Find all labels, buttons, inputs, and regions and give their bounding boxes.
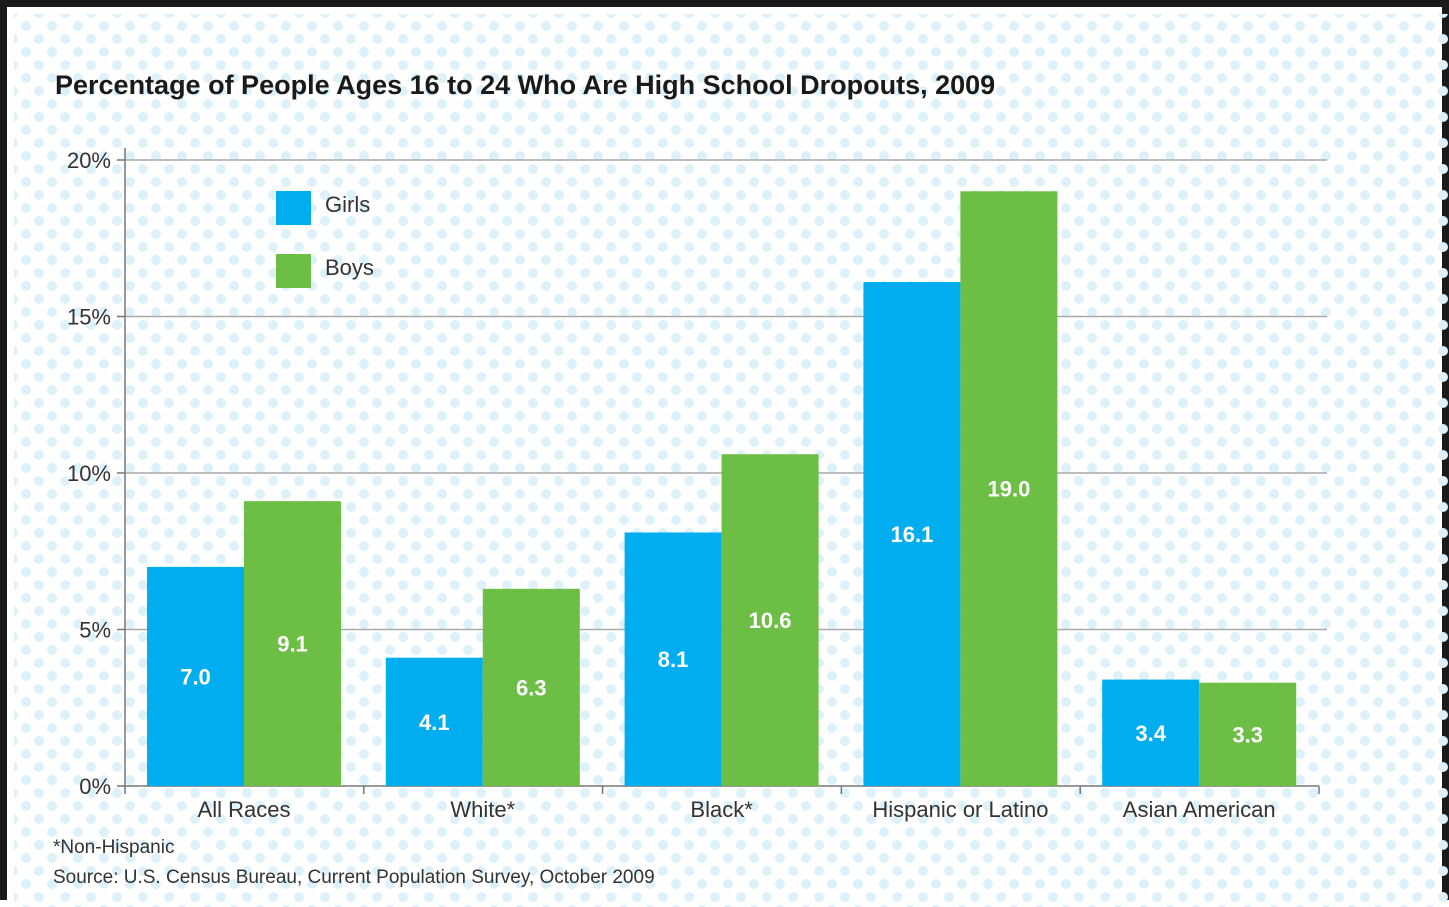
y-tick-label: 10% xyxy=(67,461,111,486)
x-tick-label: Asian American xyxy=(1123,797,1276,822)
data-label: 9.1 xyxy=(277,632,308,657)
bar-boys xyxy=(244,501,341,786)
y-tick-label: 20% xyxy=(67,148,111,173)
x-tick-label: White* xyxy=(450,797,515,822)
legend-label: Boys xyxy=(325,255,374,280)
bar-boys xyxy=(1199,682,1297,786)
data-label: 8.1 xyxy=(658,647,689,672)
bar-girls xyxy=(1102,679,1200,786)
legend: Girls Boys xyxy=(276,191,374,288)
y-tick-label: 15% xyxy=(67,305,111,330)
data-label: 3.4 xyxy=(1135,721,1166,746)
bar-boys xyxy=(482,588,580,786)
chart-canvas: Percentage of People Ages 16 to 24 Who A… xyxy=(14,14,1449,907)
x-tick-label: Black* xyxy=(690,797,753,822)
bar-girls xyxy=(624,532,722,786)
bar-girls xyxy=(863,282,961,786)
footnote: *Non-Hispanic xyxy=(53,837,174,858)
bar-boys xyxy=(960,191,1058,787)
chart-title: Percentage of People Ages 16 to 24 Who A… xyxy=(55,70,995,100)
data-label: 19.0 xyxy=(987,477,1030,502)
source-note: Source: U.S. Census Bureau, Current Popu… xyxy=(53,867,655,888)
legend-swatch-boys xyxy=(276,254,311,288)
x-tick-label: Hispanic or Latino xyxy=(872,797,1048,822)
legend-label: Girls xyxy=(325,192,370,217)
data-label: 6.3 xyxy=(516,675,547,700)
y-tick-label: 0% xyxy=(79,774,111,799)
data-label: 7.0 xyxy=(180,664,211,689)
data-label: 10.6 xyxy=(749,608,792,633)
legend-swatch-girls xyxy=(276,191,311,225)
bar-girls xyxy=(147,566,244,786)
bar-boys xyxy=(721,454,819,786)
data-label: 3.3 xyxy=(1232,722,1263,747)
data-label: 16.1 xyxy=(890,522,933,547)
bar-girls xyxy=(385,657,483,786)
x-tick-label: All Races xyxy=(198,797,291,822)
data-label: 4.1 xyxy=(419,710,450,735)
y-tick-label: 5% xyxy=(79,618,111,643)
bars: 7.0 9.1 4.1 6.3 8.1 10.6 16.1 19.0 3.4 3.3 xyxy=(147,191,1297,787)
